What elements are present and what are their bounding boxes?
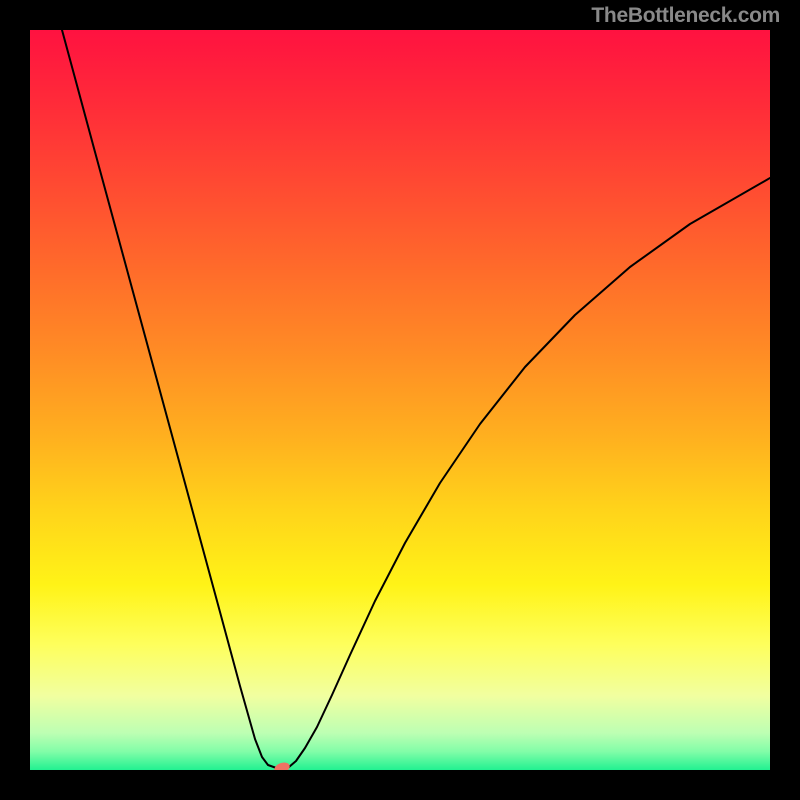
chart-root: TheBottleneck.com <box>0 0 800 800</box>
watermark-text: TheBottleneck.com <box>591 4 780 28</box>
heat-curve-chart <box>0 0 800 800</box>
plot-background <box>30 30 770 770</box>
